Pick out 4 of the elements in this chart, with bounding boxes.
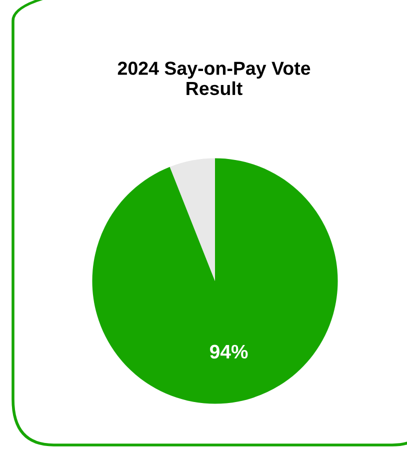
chart-title: 2024 Say-on-Pay Vote Result (118, 62, 310, 96)
data-label: 94% (210, 344, 248, 359)
pie-slice (92, 158, 338, 404)
pie-slice (170, 158, 215, 281)
